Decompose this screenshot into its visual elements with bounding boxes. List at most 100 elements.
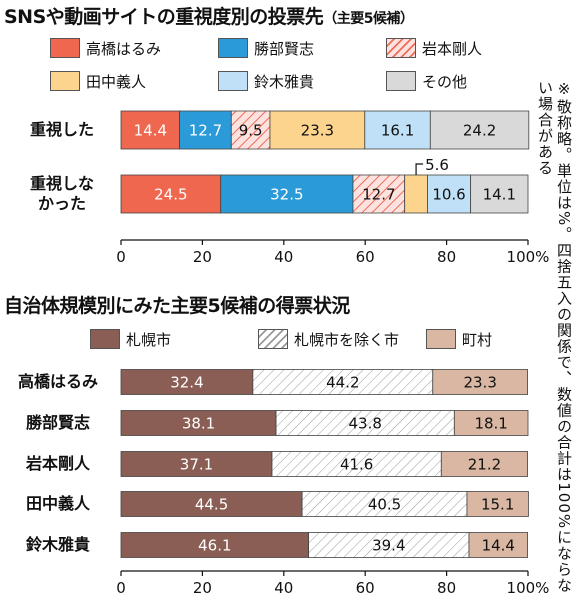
bar-segment: [453, 410, 529, 436]
data-label: 21.2: [468, 456, 501, 474]
x-tick-label: 0: [116, 579, 126, 597]
data-label: 32.4: [170, 374, 203, 392]
category-label: 勝部賢志: [25, 413, 90, 432]
legend-item: 鈴木雅貴: [218, 69, 314, 93]
data-label: 41.6: [340, 456, 373, 474]
data-label: 14.1: [483, 186, 516, 204]
legend-label: 高橋はるみ: [86, 39, 162, 58]
bar-segment: [220, 174, 354, 214]
data-label: 43.8: [348, 415, 381, 433]
legend-item: 高橋はるみ: [50, 36, 161, 60]
x-tick-label: 100%: [507, 579, 550, 597]
legend-swatch: [386, 71, 416, 91]
category-label: 鈴木雅貴: [25, 535, 90, 554]
x-tick-label: 100%: [507, 248, 550, 266]
legend-label: 札幌市: [126, 330, 172, 349]
x-tick-label: 20: [193, 579, 212, 597]
legend-item: 札幌市: [90, 327, 171, 351]
legend-item: 岩本剛人: [386, 36, 482, 60]
legend-item: 町村: [426, 327, 492, 351]
legend-item: 札幌市を除く市: [258, 327, 399, 351]
data-label: 23.3: [301, 122, 334, 140]
legend-label: 鈴木雅貴: [254, 72, 315, 91]
bar-segment: [120, 110, 181, 150]
legend-swatch: [426, 329, 456, 349]
category-label: 高橋はるみ: [17, 372, 98, 391]
bar-segment: [352, 174, 406, 214]
legend-swatch: [90, 329, 120, 349]
x-tick-label: 80: [437, 248, 456, 266]
legend-item: 勝部賢志: [218, 36, 314, 60]
chart1-title: SNSや動画サイトの重視度別の投票先（主要5候補）: [4, 6, 414, 28]
data-label: 32.5: [270, 186, 303, 204]
data-label: 37.1: [180, 456, 213, 474]
data-label: 18.1: [474, 415, 507, 433]
footnote: ※敬称略。単位は%。四捨五入の関係で、数値の合計は100%にならない場合がある: [536, 80, 573, 594]
data-label: 44.2: [326, 374, 359, 392]
data-label: 12.7: [362, 186, 395, 204]
x-tick-label: 20: [193, 248, 212, 266]
category-label: 重視した: [29, 120, 94, 139]
bar-segment: [120, 369, 254, 395]
bar-segment: [466, 491, 529, 517]
data-label: 14.4: [482, 537, 515, 555]
data-label: 38.1: [182, 415, 215, 433]
bar-segment: [440, 451, 528, 477]
data-label: 24.5: [154, 186, 187, 204]
data-label: 44.5: [195, 496, 228, 514]
data-label: 40.5: [368, 496, 401, 514]
data-label: 16.1: [381, 122, 414, 140]
bar-segment: [230, 110, 271, 150]
legend-swatch: [218, 71, 248, 91]
data-label: 46.1: [198, 537, 231, 555]
category-label: 重視しなかった: [29, 174, 94, 213]
legend-swatch: [258, 329, 288, 349]
data-label: 23.3: [463, 374, 496, 392]
legend-item: 田中義人: [50, 69, 146, 93]
bar-segment: [271, 451, 442, 477]
category-label: 田中義人: [25, 494, 90, 513]
data-label: 14.4: [134, 122, 167, 140]
bar-segment: [404, 174, 428, 214]
data-label: 24.2: [463, 122, 496, 140]
legend-swatch: [50, 38, 80, 58]
chart1-subtitle: （主要5候補）: [323, 11, 414, 27]
bar-segment: [432, 369, 528, 395]
data-label: 15.1: [481, 496, 514, 514]
legend-swatch: [218, 38, 248, 58]
bar-segment: [120, 174, 222, 214]
bar-segment: [120, 410, 277, 436]
chart2-title: 自治体規模別にみた主要5候補の得票状況: [4, 295, 350, 317]
x-tick-label: 0: [116, 248, 126, 266]
data-label: 12.7: [189, 122, 222, 140]
x-tick-label: 60: [356, 579, 375, 597]
x-tick-label: 80: [437, 579, 456, 597]
bar-segment: [364, 110, 431, 150]
legend-item: その他: [386, 69, 467, 93]
x-tick-label: 40: [274, 579, 293, 597]
data-label-leader: [415, 163, 424, 175]
legend-label: 田中義人: [86, 72, 147, 91]
data-label: 39.4: [372, 537, 405, 555]
legend-label: その他: [422, 72, 468, 91]
bar-segment: [468, 532, 528, 558]
bar-segment: [470, 174, 529, 214]
legend-swatch: [50, 71, 80, 91]
bar-segment: [429, 110, 530, 150]
legend-label: 勝部賢志: [254, 39, 315, 58]
bar-segment: [120, 451, 273, 477]
data-label: 5.6: [425, 156, 449, 174]
legend-swatch: [386, 38, 416, 58]
legend-label: 岩本剛人: [422, 39, 483, 58]
data-label: 10.6: [432, 186, 465, 204]
category-label: 岩本剛人: [25, 454, 90, 473]
x-tick-label: 60: [356, 248, 375, 266]
bar-segment: [269, 110, 366, 150]
legend-label: 町村: [462, 330, 493, 349]
bar-segment: [301, 491, 468, 517]
bar-segment: [308, 532, 470, 558]
legend-label: 札幌市を除く市: [294, 330, 400, 349]
data-label: 9.5: [239, 122, 263, 140]
x-tick-label: 40: [274, 248, 293, 266]
bar-segment: [179, 110, 232, 150]
